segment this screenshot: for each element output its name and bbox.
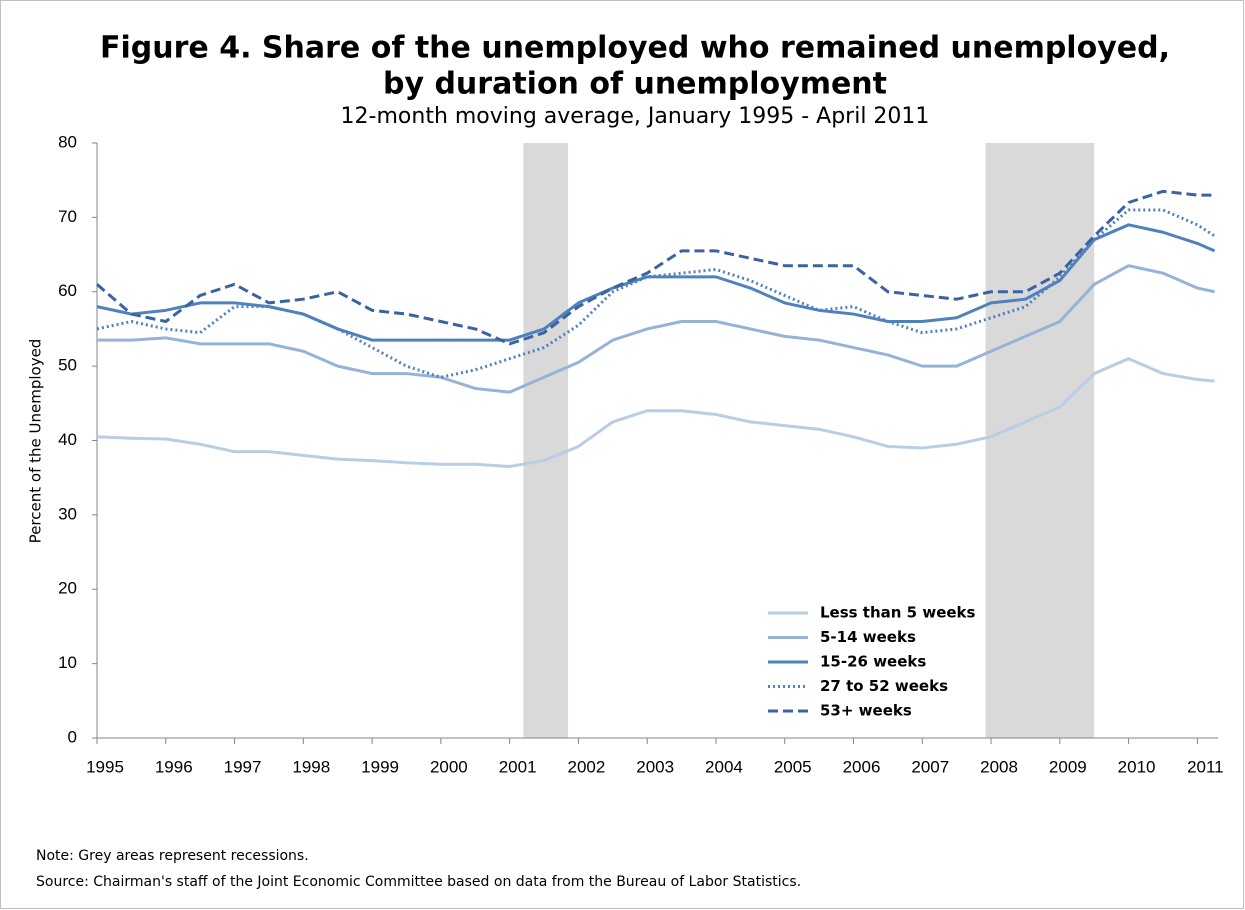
x-tick-label: 2007 (911, 757, 949, 776)
x-tick-label: 1997 (224, 757, 262, 776)
legend-label: 5-14 weeks (820, 628, 916, 646)
y-tick-label: 10 (58, 653, 77, 672)
series-line (96, 208, 1216, 379)
y-tick-label: 0 (68, 727, 77, 746)
legend-label: 53+ weeks (820, 702, 912, 720)
x-tick-label: 2010 (1118, 757, 1156, 776)
series-line (96, 357, 1215, 469)
y-tick-label: 50 (58, 356, 77, 375)
recession-band (985, 143, 1095, 738)
source: Source: Chairman's staff of the Joint Ec… (36, 874, 801, 890)
x-tick-label: 2005 (774, 757, 812, 776)
y-tick-label: 80 (58, 132, 77, 151)
x-tick-label: 2003 (636, 757, 674, 776)
x-tick-label: 1998 (292, 757, 330, 776)
legend-label: 27 to 52 weeks (820, 677, 948, 695)
x-tick-label: 2002 (567, 757, 605, 776)
series-line (96, 189, 1215, 346)
x-tick-label: 1995 (86, 757, 124, 776)
x-tick-label: 2009 (1049, 757, 1087, 776)
y-tick-label: 40 (58, 430, 77, 449)
chart-subtitle: 12-month moving average, January 1995 - … (341, 104, 930, 129)
note: Note: Grey areas represent recessions. (36, 848, 309, 864)
x-tick-label: 1996 (155, 757, 193, 776)
series-line (97, 264, 1215, 394)
x-tick-label: 2001 (499, 757, 537, 776)
x-tick-label: 2000 (430, 757, 468, 776)
x-tick-label: 2006 (843, 757, 881, 776)
y-tick-label: 60 (58, 281, 77, 300)
y-tick-label: 30 (58, 504, 77, 523)
x-tick-label: 2004 (705, 757, 743, 776)
x-tick-label: 2011 (1187, 757, 1224, 776)
y-tick-label: 20 (58, 579, 77, 598)
recession-band (523, 143, 569, 738)
y-tick-label: 70 (58, 207, 77, 226)
x-tick-label: 1999 (361, 757, 399, 776)
legend-label: Less than 5 weeks (820, 604, 976, 622)
legend-label: 15-26 weeks (820, 653, 926, 671)
chart-title: by duration of unemployment (383, 67, 887, 102)
chart-title: Figure 4. Share of the unemployed who re… (100, 31, 1170, 66)
x-tick-label: 2008 (980, 757, 1018, 776)
y-axis-label: Percent of the Unemployed (27, 339, 45, 544)
